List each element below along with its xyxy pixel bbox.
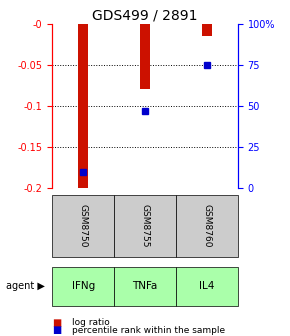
Bar bbox=[79, 24, 88, 188]
Text: IL4: IL4 bbox=[199, 282, 215, 291]
Bar bbox=[140, 24, 150, 89]
Text: log ratio: log ratio bbox=[72, 318, 110, 327]
Text: ■: ■ bbox=[52, 325, 61, 335]
Text: ■: ■ bbox=[52, 318, 61, 328]
Title: GDS499 / 2891: GDS499 / 2891 bbox=[92, 8, 198, 23]
Text: GSM8760: GSM8760 bbox=[202, 204, 211, 248]
Text: percentile rank within the sample: percentile rank within the sample bbox=[72, 326, 226, 335]
Text: GSM8750: GSM8750 bbox=[79, 204, 88, 248]
Text: TNFa: TNFa bbox=[132, 282, 158, 291]
Bar bbox=[202, 24, 211, 36]
Text: agent ▶: agent ▶ bbox=[6, 282, 45, 291]
Text: GSM8755: GSM8755 bbox=[140, 204, 150, 248]
Text: IFNg: IFNg bbox=[72, 282, 95, 291]
